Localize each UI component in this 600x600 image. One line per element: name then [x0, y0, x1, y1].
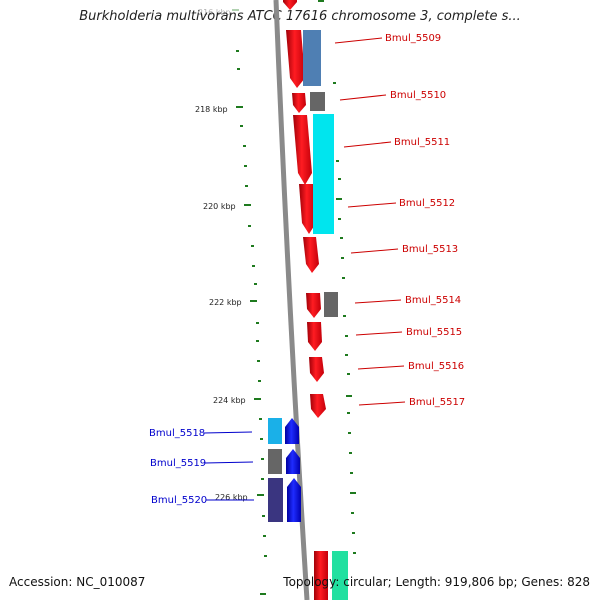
gene-label[interactable]: Bmul_5512	[399, 198, 455, 209]
gene-label-group[interactable]: Bmul_5513	[350, 244, 458, 255]
tick-label: 216 kbp	[198, 8, 231, 17]
gene-label-group[interactable]: Bmul_5520	[151, 495, 254, 506]
tick-224: 224 kbp	[213, 396, 261, 405]
gene-arrow-bmul-5515[interactable]	[307, 322, 322, 351]
gene-label[interactable]: Bmul_5510	[390, 90, 446, 101]
gene-label-group[interactable]: Bmul_5515	[355, 327, 462, 338]
gene-label[interactable]: Bmul_5516	[408, 361, 464, 372]
gene-label[interactable]: Bmul_5519	[150, 458, 206, 469]
gene-label[interactable]: Bmul_5515	[406, 327, 462, 338]
gene-label-group[interactable]: Bmul_5518	[149, 428, 253, 439]
cog-bar-bmul-5518	[268, 418, 282, 444]
gene-arrow-bmul-5516[interactable]	[309, 357, 324, 382]
gene-arrow-bmul-5518[interactable]	[285, 418, 299, 444]
gene-arrow-bmul-5508[interactable]	[283, 0, 297, 10]
gene-label[interactable]: Bmul_5513	[402, 244, 458, 255]
gene-arrow-bmul-5520[interactable]	[287, 478, 301, 522]
gene-label-group[interactable]: Bmul_5511	[343, 137, 450, 148]
tick-label: 224 kbp	[213, 396, 246, 405]
gene-label-group[interactable]: Bmul_5517	[358, 397, 465, 408]
gene-label-group[interactable]: Bmul_5519	[150, 458, 254, 469]
gene-label-group[interactable]: Bmul_5512	[347, 198, 455, 209]
cog-bar-bmul-5511	[313, 114, 334, 234]
gene-label-group[interactable]: Bmul_5510	[339, 90, 446, 101]
tick-label: 226 kbp	[215, 493, 248, 502]
cog-bar-bmul-5509	[303, 30, 321, 86]
cog-bar-bmul-5520	[268, 478, 283, 522]
reverse-strand-genes	[285, 418, 301, 522]
gene-label[interactable]: Bmul_5520	[151, 495, 207, 506]
gene-label-group[interactable]: Bmul_5516	[357, 361, 464, 372]
gene-arrow-bmul-5517[interactable]	[310, 394, 326, 418]
gene-block-bottom[interactable]	[314, 551, 328, 600]
cog-bar-bmul-5519	[268, 449, 282, 474]
gc-content-track-left	[236, 50, 267, 595]
cog-bar-bmul-5514	[324, 292, 338, 317]
coordinate-ticks: 216 kbp 218 kbp 220 kbp 222 kbp 224 kbp …	[195, 8, 264, 502]
tick-226: 226 kbp	[215, 493, 264, 502]
tick-label: 222 kbp	[209, 298, 242, 307]
gene-label[interactable]: Bmul_5511	[394, 137, 450, 148]
gc-content-track-right	[318, 0, 356, 554]
cog-bar-bmul-5510	[310, 92, 325, 111]
gene-arrow-bmul-5510[interactable]	[292, 93, 306, 113]
forward-strand-genes	[283, 0, 328, 600]
gene-labels-left: Bmul_5518 Bmul_5519 Bmul_5520	[149, 428, 254, 506]
gene-label-group[interactable]: Bmul_5509	[334, 33, 441, 44]
gene-arrow-bmul-5511[interactable]	[293, 115, 312, 185]
gene-arrow-bmul-5509[interactable]	[286, 30, 305, 88]
tick-220: 220 kbp	[203, 202, 251, 211]
gene-label[interactable]: Bmul_5517	[409, 397, 465, 408]
gene-arrow-bmul-5513[interactable]	[303, 237, 319, 273]
gene-arrow-bmul-5519[interactable]	[286, 449, 300, 474]
gene-arrow-bmul-5512[interactable]	[299, 184, 316, 234]
gene-label-group[interactable]: Bmul_5514	[354, 295, 461, 306]
cog-bar-bottom	[332, 551, 348, 600]
gene-label[interactable]: Bmul_5509	[385, 33, 441, 44]
tick-label: 218 kbp	[195, 105, 228, 114]
tick-218: 218 kbp	[195, 105, 243, 114]
chromosome-backbone	[273, 0, 310, 600]
cog-category-track	[268, 30, 348, 600]
tick-label: 220 kbp	[203, 202, 236, 211]
gene-labels-right: Bmul_5509 Bmul_5510 Bmul_5511 Bmul_5512 …	[334, 33, 465, 408]
map-title: Burkholderia multivorans ATCC 17616 chro…	[79, 9, 521, 24]
tick-216: 216 kbp	[198, 8, 239, 17]
gene-label[interactable]: Bmul_5518	[149, 428, 205, 439]
gene-arrow-bmul-5514[interactable]	[306, 293, 321, 318]
accession-label: Accession: NC_010087	[9, 575, 146, 589]
tick-222: 222 kbp	[209, 298, 257, 307]
gene-label[interactable]: Bmul_5514	[405, 295, 461, 306]
topology-summary: Topology: circular; Length: 919,806 bp; …	[283, 575, 590, 589]
